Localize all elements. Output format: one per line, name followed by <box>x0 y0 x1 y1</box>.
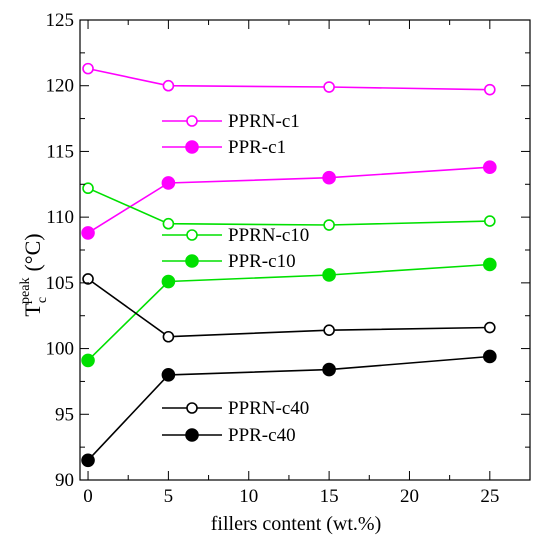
legend-swatch-marker <box>185 254 199 268</box>
legend-entry-PPR-c1: PPR-c1 <box>162 137 286 158</box>
series-line <box>87 67 490 91</box>
series-line <box>87 278 490 338</box>
series-PPRN-c10 <box>82 182 496 231</box>
data-point <box>81 226 95 240</box>
data-point <box>322 170 336 185</box>
series-line <box>87 187 490 226</box>
data-point <box>483 349 497 364</box>
series-PPRN-c1 <box>82 62 496 96</box>
y-axis-label-sub: c <box>35 297 50 303</box>
legend-entry-PPR-c40: PPR-c40 <box>162 425 296 446</box>
legend-label: PPR-c1 <box>228 137 286 158</box>
data-point <box>323 324 335 336</box>
data-point <box>323 81 335 93</box>
y-tick-label: 115 <box>46 141 74 162</box>
series-PPR-c40 <box>81 349 497 468</box>
legend-label: PPRN-c1 <box>228 111 300 132</box>
y-tick-label: 90 <box>55 470 74 491</box>
y-tick-label: 105 <box>46 273 75 294</box>
data-point <box>162 79 175 92</box>
data-point <box>162 330 175 343</box>
data-point <box>162 217 175 230</box>
legend-entry-PPRN-c10: PPRN-c10 <box>162 225 309 246</box>
legend-swatch-marker <box>185 140 199 154</box>
series-PPR-c10 <box>81 257 497 368</box>
data-point <box>484 215 496 227</box>
y-axis-label-sup: peak <box>18 278 33 304</box>
series-layer <box>81 62 497 468</box>
legend-swatch-marker <box>186 402 198 414</box>
y-tick-label: 120 <box>46 76 75 97</box>
data-point <box>323 219 335 231</box>
axis-ticks: 0 5 10 15 20 25 90 95 100 105 110 115 120 125 <box>46 10 530 507</box>
legend-label: PPR-c40 <box>228 425 296 446</box>
y-tick-label: 95 <box>55 404 74 425</box>
data-point <box>483 257 497 272</box>
series-PPR-c1 <box>81 160 497 240</box>
legend-swatch-marker <box>186 115 198 127</box>
series-line <box>87 166 490 234</box>
data-point <box>322 362 336 377</box>
legend-entry-PPRN-c1: PPRN-c1 <box>162 111 300 132</box>
legend-entry-PPR-c10: PPR-c10 <box>162 251 296 272</box>
x-tick-label: 5 <box>164 486 174 507</box>
data-point <box>81 353 95 368</box>
data-point <box>82 182 94 195</box>
data-point <box>161 274 176 289</box>
legend-label: PPRN-c40 <box>228 398 309 419</box>
series-PPRN-c40 <box>82 273 496 343</box>
series-line <box>87 355 490 461</box>
series-line <box>87 263 490 361</box>
data-point <box>82 273 94 285</box>
data-point <box>484 321 496 334</box>
x-tick-label: 15 <box>320 486 339 507</box>
data-point <box>161 368 176 382</box>
legend-label: PPR-c10 <box>228 251 296 272</box>
x-tick-label: 0 <box>83 486 93 507</box>
x-tick-label: 20 <box>400 486 419 507</box>
y-axis-label-main: T <box>20 303 45 317</box>
legend-swatch-marker <box>185 428 199 442</box>
y-tick-label: 125 <box>46 10 75 31</box>
data-point <box>484 83 496 96</box>
legend: PPRN-c1 PPR-c1 PPRN-c10 PPR-c10 PPRN-c40 PPR-… <box>162 111 309 446</box>
x-axis-label: fillers content (wt.%) <box>211 513 382 535</box>
y-axis-label-unit: (°C) <box>20 233 45 271</box>
y-tick-label: 100 <box>46 339 75 360</box>
data-point <box>82 62 94 75</box>
x-tick-label: 25 <box>480 486 499 507</box>
legend-entry-PPRN-c40: PPRN-c40 <box>162 398 309 419</box>
data-point <box>483 160 497 174</box>
data-point <box>161 176 176 190</box>
x-tick-label: 10 <box>239 486 258 507</box>
data-point <box>81 453 95 468</box>
legend-label: PPRN-c10 <box>228 225 309 246</box>
legend-swatch-marker <box>186 229 198 241</box>
data-point <box>322 268 336 282</box>
y-axis-label: Tcpeak (°C) <box>18 233 50 316</box>
y-tick-label: 110 <box>46 207 74 228</box>
